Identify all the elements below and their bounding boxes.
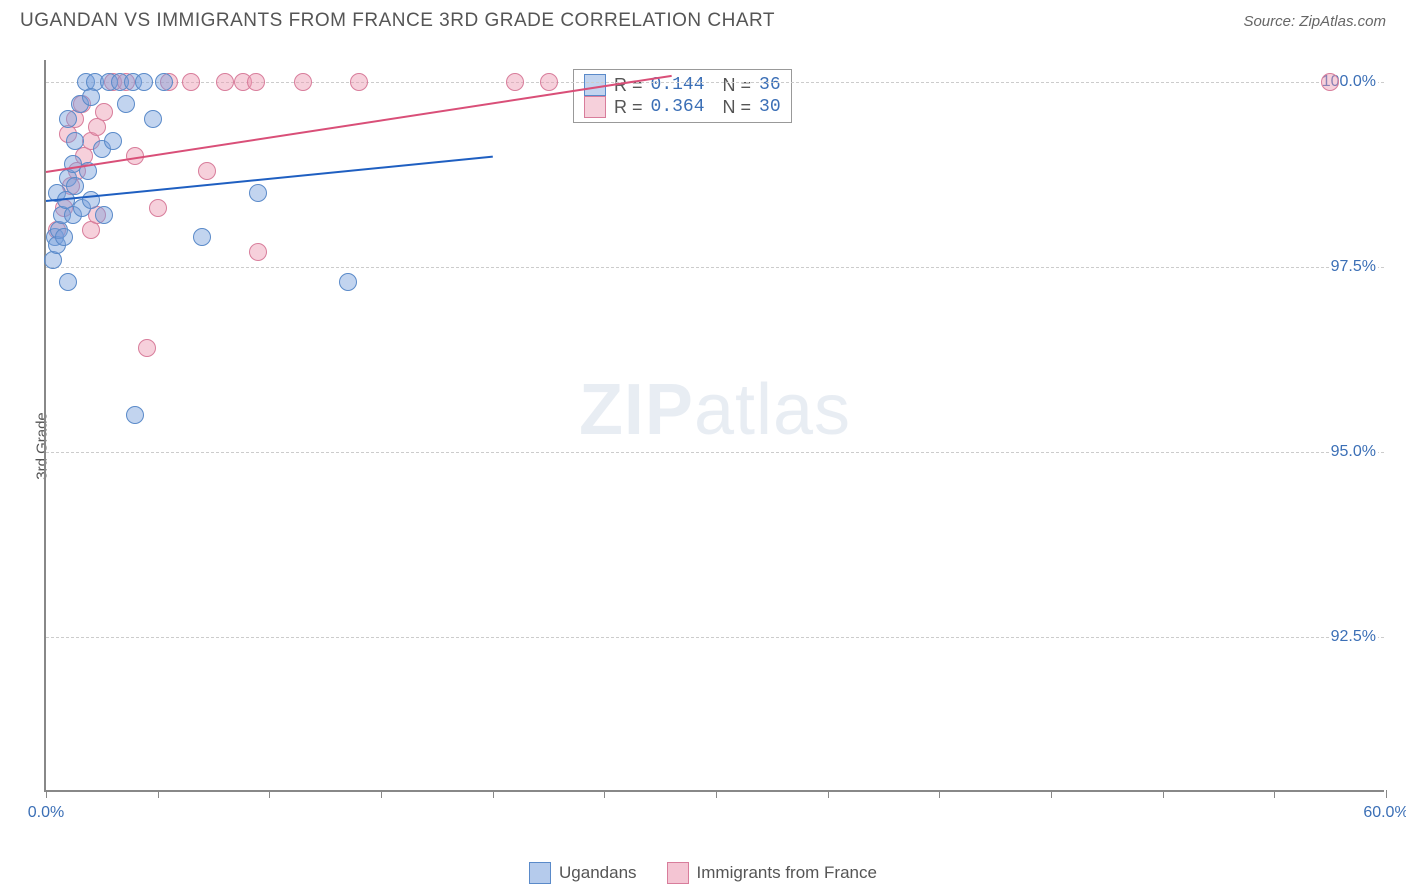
legend-item: Immigrants from France (667, 862, 877, 884)
scatter-dot-series2 (506, 73, 524, 91)
y-tick-label: 92.5% (1329, 628, 1378, 646)
x-tick (716, 790, 717, 798)
scatter-dot-series1 (135, 73, 153, 91)
y-tick-label: 97.5% (1329, 258, 1378, 276)
scatter-dot-series2 (182, 73, 200, 91)
gridline (46, 267, 1384, 268)
scatter-dot-series1 (144, 110, 162, 128)
watermark-thin: atlas (694, 370, 851, 450)
stat-label: N = (713, 75, 752, 96)
scatter-dot-series2 (247, 73, 265, 91)
n-value: 30 (759, 97, 781, 117)
scatter-dot-series2 (1321, 73, 1339, 91)
scatter-dot-series2 (138, 339, 156, 357)
x-start-label: 0.0% (28, 804, 64, 822)
x-end-label: 60.0% (1363, 804, 1406, 822)
legend-label: Immigrants from France (697, 863, 877, 883)
scatter-dot-series1 (126, 406, 144, 424)
n-value: 36 (759, 75, 781, 95)
x-tick (1386, 790, 1387, 798)
legend-swatch (584, 96, 606, 118)
x-tick (1051, 790, 1052, 798)
legend-swatch (667, 862, 689, 884)
scatter-dot-series1 (249, 184, 267, 202)
scatter-dot-series1 (117, 95, 135, 113)
x-tick (939, 790, 940, 798)
scatter-dot-series1 (66, 132, 84, 150)
scatter-dot-series1 (339, 273, 357, 291)
x-tick (493, 790, 494, 798)
chart-header: UGANDAN VS IMMIGRANTS FROM FRANCE 3RD GR… (0, 0, 1406, 42)
scatter-dot-series1 (95, 206, 113, 224)
scatter-chart: ZIPatlas R = 0.144 N = 36R = 0.364 N = 3… (44, 60, 1384, 792)
r-value: 0.364 (651, 97, 705, 117)
trendline-series1 (46, 156, 493, 202)
scatter-dot-series2 (350, 73, 368, 91)
scatter-dot-series2 (149, 199, 167, 217)
y-tick-label: 95.0% (1329, 443, 1378, 461)
stat-label: N = (713, 97, 752, 118)
legend-swatch (529, 862, 551, 884)
scatter-dot-series2 (540, 73, 558, 91)
legend-item: Ugandans (529, 862, 637, 884)
x-tick (1163, 790, 1164, 798)
scatter-dot-series2 (198, 162, 216, 180)
x-tick (604, 790, 605, 798)
gridline (46, 452, 1384, 453)
stat-label: R = (614, 97, 643, 118)
scatter-dot-series1 (55, 228, 73, 246)
x-tick (381, 790, 382, 798)
correlation-stats-box: R = 0.144 N = 36R = 0.364 N = 30 (573, 69, 792, 123)
x-tick (1274, 790, 1275, 798)
scatter-dot-series1 (59, 273, 77, 291)
legend-label: Ugandans (559, 863, 637, 883)
scatter-dot-series2 (249, 243, 267, 261)
watermark: ZIPatlas (579, 369, 851, 451)
scatter-dot-series2 (216, 73, 234, 91)
scatter-dot-series1 (82, 88, 100, 106)
x-tick (46, 790, 47, 798)
stats-row: R = 0.364 N = 30 (584, 96, 781, 118)
scatter-dot-series1 (155, 73, 173, 91)
gridline (46, 637, 1384, 638)
scatter-dot-series1 (104, 132, 122, 150)
chart-legend: Ugandans Immigrants from France (0, 862, 1406, 884)
scatter-dot-series1 (66, 177, 84, 195)
x-tick (269, 790, 270, 798)
source-attribution: Source: ZipAtlas.com (1243, 13, 1386, 30)
x-tick (828, 790, 829, 798)
x-tick (158, 790, 159, 798)
scatter-dot-series2 (294, 73, 312, 91)
scatter-dot-series2 (95, 103, 113, 121)
scatter-dot-series1 (59, 110, 77, 128)
scatter-dot-series1 (193, 228, 211, 246)
watermark-bold: ZIP (579, 370, 694, 450)
chart-title: UGANDAN VS IMMIGRANTS FROM FRANCE 3RD GR… (20, 10, 775, 32)
